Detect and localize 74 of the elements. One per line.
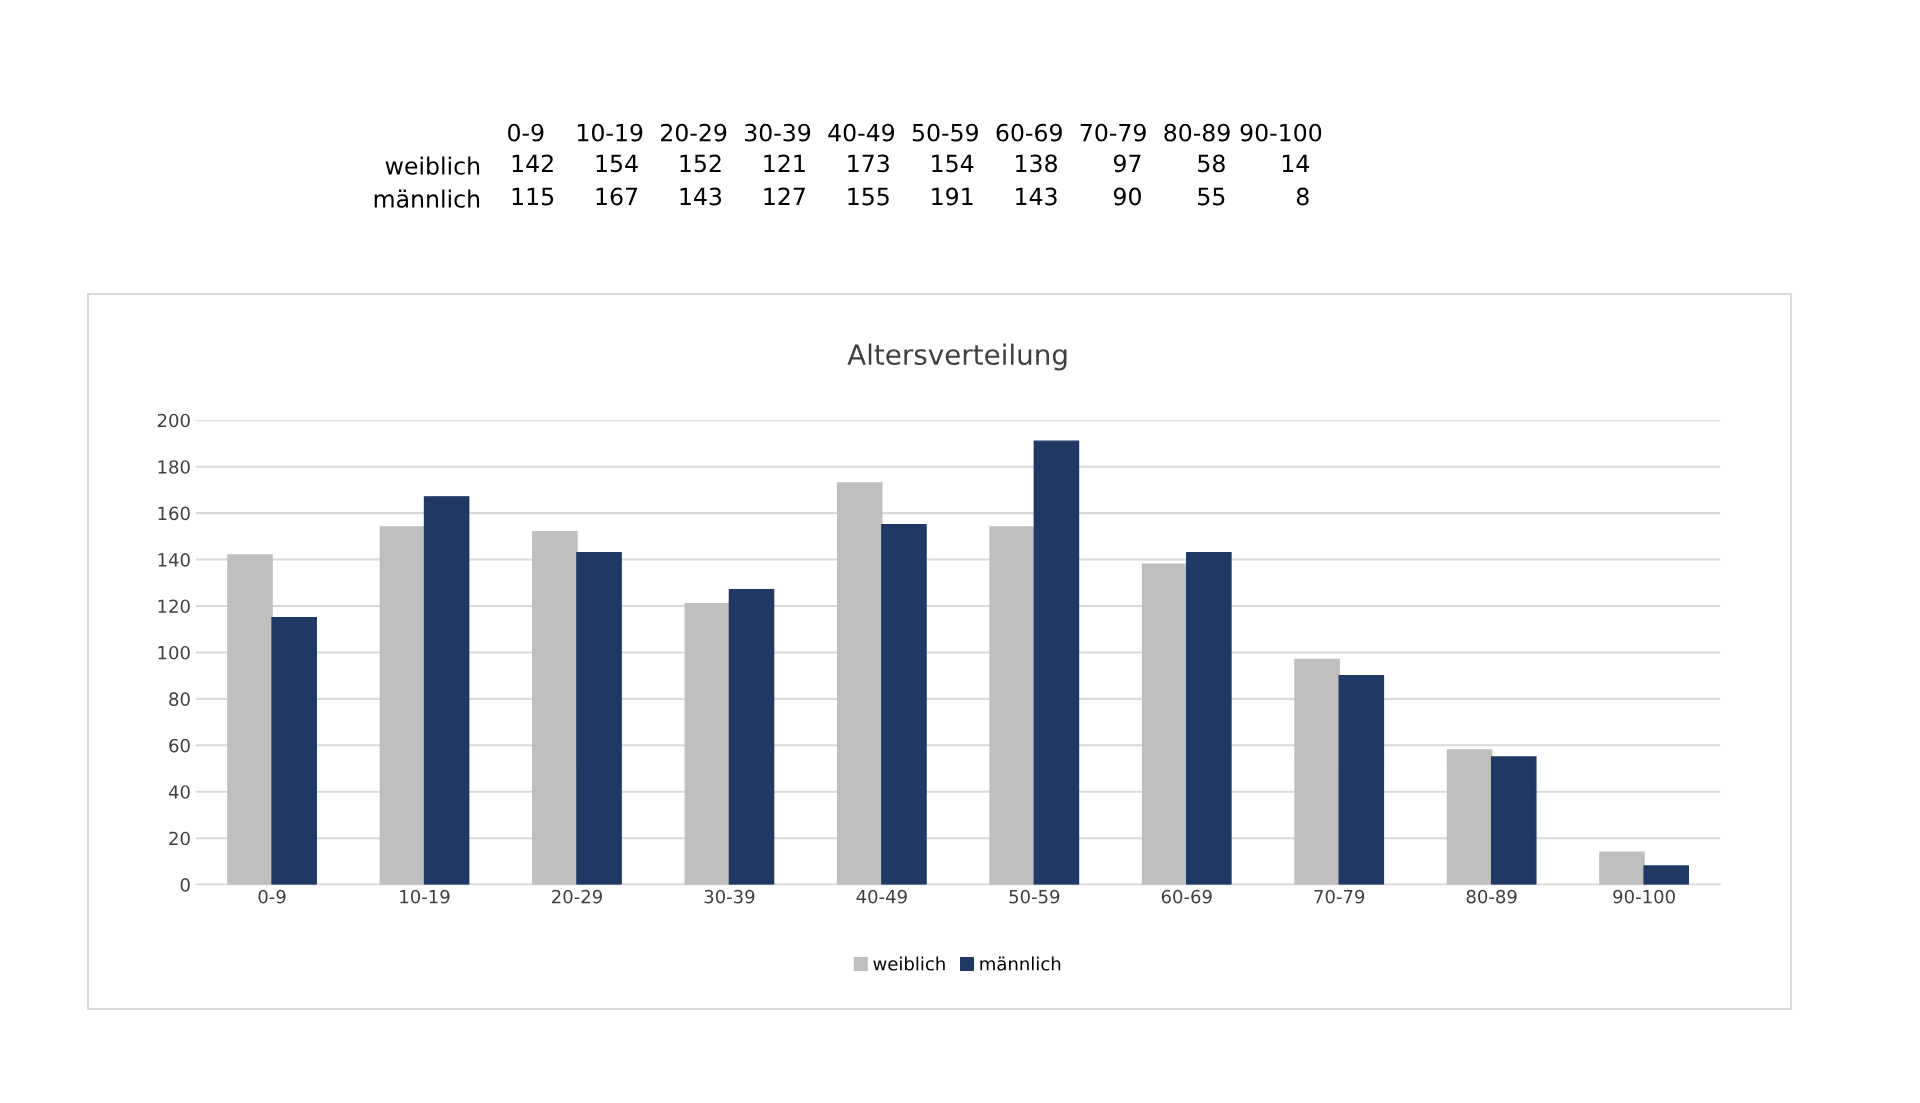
bar: [423, 496, 470, 885]
y-tick-label: 200: [157, 413, 190, 428]
bar: [576, 551, 622, 885]
data-label: 58: [1198, 154, 1225, 173]
bar: [989, 526, 1035, 885]
data-label: 154: [932, 154, 974, 173]
data-label: 191: [932, 187, 973, 206]
bar: [379, 526, 426, 885]
bar: [1446, 749, 1493, 885]
legend-label: männlich: [980, 956, 1061, 971]
x-tick-label: 60-69: [1161, 889, 1212, 904]
data-label: 115: [512, 187, 554, 206]
bar: [1294, 658, 1340, 885]
bar: [271, 616, 317, 885]
x-tick-label: 10-19: [400, 889, 450, 904]
data-label: 143: [680, 187, 722, 206]
data-label: 90: [1113, 187, 1141, 206]
x-tick-label: 30-39: [745, 123, 811, 142]
bar: [1643, 865, 1690, 885]
legend-label: weiblich: [873, 956, 945, 971]
data-label: 143: [1016, 187, 1057, 206]
y-tick-label: 80: [169, 692, 190, 706]
data-label: 155: [848, 187, 889, 206]
data-label: 173: [848, 154, 889, 173]
data-label: 127: [764, 187, 805, 206]
y-tick-label: 160: [158, 506, 190, 521]
x-tick-label: 90-100: [1613, 889, 1675, 904]
x-tick-label: 50-59: [912, 123, 978, 142]
data-label: 14: [1282, 154, 1309, 172]
data-label: 167: [596, 187, 638, 206]
x-tick-label: 20-29: [661, 123, 727, 142]
x-tick-label: 0-9: [508, 123, 544, 142]
x-tick-label: 30-39: [704, 889, 755, 904]
bar: [1599, 851, 1645, 885]
data-label: 121: [764, 154, 805, 172]
x-tick-label: 80-89: [1466, 889, 1517, 904]
x-tick-label: 20-29: [552, 889, 602, 904]
bar: [881, 524, 927, 885]
x-tick-label: 60-69: [996, 123, 1062, 142]
bar: [1338, 674, 1385, 885]
data-label: 97: [1113, 154, 1141, 173]
x-tick-label: 80-89: [1164, 123, 1230, 142]
y-tick-label: 100: [158, 645, 190, 660]
x-tick-label: 40-49: [856, 889, 907, 904]
bar: [836, 482, 883, 885]
y-tick-label: 20: [169, 831, 190, 846]
bar: [1490, 756, 1537, 885]
data-label: 152: [680, 154, 721, 173]
x-tick-label: 10-19: [577, 123, 643, 142]
x-tick-label: 0-9: [258, 889, 286, 904]
bar: [684, 602, 731, 885]
data-label: 142: [512, 154, 553, 172]
y-tick-label: 180: [158, 460, 190, 474]
y-tick-label: 0: [180, 878, 190, 892]
y-tick-label: 120: [158, 599, 190, 614]
x-tick-label: 90-100: [1240, 123, 1322, 142]
data-label: 138: [1016, 154, 1057, 173]
bar: [1186, 551, 1232, 885]
bar: [728, 589, 775, 885]
bar: [532, 530, 578, 885]
data-label: 154: [596, 154, 638, 173]
x-tick-label: 40-49: [828, 123, 895, 142]
bar: [1141, 563, 1188, 885]
y-tick-label: 60: [169, 738, 190, 753]
x-tick-label: 50-59: [1009, 889, 1060, 904]
x-tick-label: 70-79: [1080, 123, 1146, 142]
bar: [227, 554, 273, 885]
chart-title: Altersverteilung: [847, 343, 1067, 371]
y-tick-label: 140: [158, 553, 190, 567]
x-tick-label: 70-79: [1314, 889, 1365, 904]
data-label: 55: [1198, 187, 1225, 206]
data-label: 8: [1296, 187, 1309, 206]
y-tick-label: 40: [168, 785, 190, 799]
bar: [1033, 440, 1080, 885]
